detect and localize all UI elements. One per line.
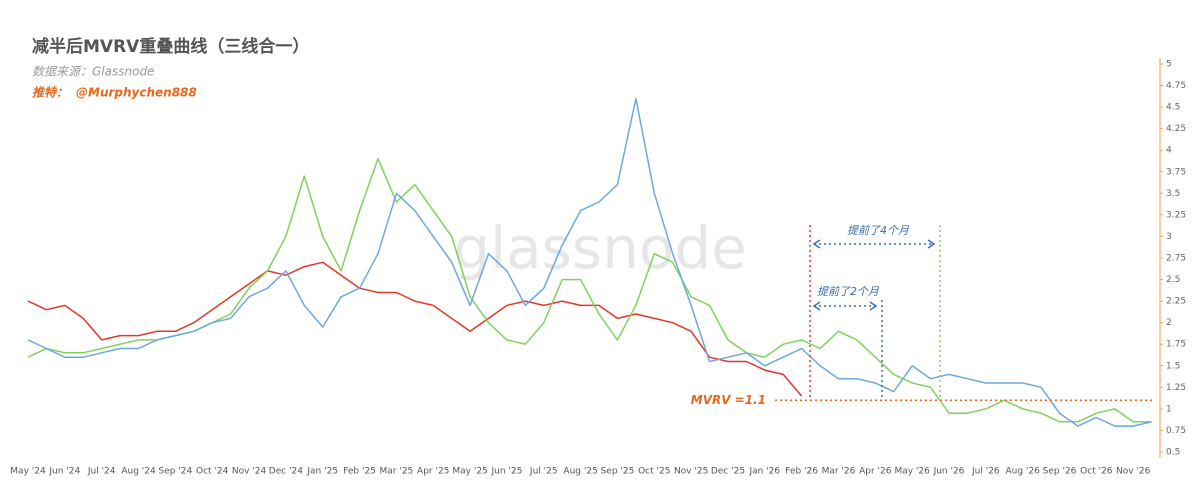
- x-tick-label: Dec '25: [711, 467, 745, 477]
- annotation: 提前了4个月: [847, 224, 910, 237]
- x-tick-label: Nov '24: [232, 467, 267, 477]
- y-tick-label: 5: [1166, 60, 1172, 70]
- x-tick-label: Feb '25: [343, 467, 376, 477]
- chart-title: 减半后MVRV重叠曲线（三线合一）: [32, 36, 309, 57]
- x-tick-label: May '24: [10, 467, 46, 477]
- annotation: 提前了2个月: [817, 285, 880, 298]
- x-tick-label: Nov '25: [674, 467, 708, 477]
- subtitle: 数据来源：Glassnode: [32, 65, 154, 79]
- y-tick-label: 1.25: [1166, 383, 1186, 393]
- y-tick-label: 3.75: [1166, 167, 1186, 177]
- x-tick-label: May '25: [452, 467, 487, 477]
- x-tick-label: Jun '25: [490, 467, 522, 477]
- x-tick-label: May '26: [894, 467, 930, 477]
- x-tick-label: Oct '25: [638, 467, 670, 477]
- x-tick-label: Apr '26: [859, 467, 892, 477]
- x-tick-label: Jun '26: [933, 467, 965, 477]
- y-tick-label: 4: [1166, 146, 1172, 156]
- x-tick-label: Mar '25: [380, 467, 414, 477]
- y-tick-label: 4.5: [1166, 103, 1180, 113]
- series-line: [27, 261, 803, 397]
- x-tick-label: Jul '24: [87, 467, 116, 477]
- twitter-handle: @Murphychen888: [76, 86, 197, 100]
- x-tick-label: Sep '25: [601, 467, 635, 477]
- x-tick-label: Feb '26: [785, 467, 818, 477]
- x-tick-label: Aug '24: [121, 467, 156, 477]
- twitter-label: 推特：: [32, 86, 68, 100]
- x-tick-label: Nov '26: [1116, 467, 1151, 477]
- x-tick-label: Jul '25: [529, 467, 558, 477]
- x-tick-label: Sep '26: [1043, 467, 1077, 477]
- y-tick-label: 2: [1166, 318, 1172, 328]
- y-tick-label: 2.75: [1166, 254, 1186, 264]
- x-tick-label: Jan '25: [306, 467, 338, 477]
- y-tick-label: 0.75: [1166, 426, 1186, 436]
- x-tick-label: Aug '25: [563, 467, 597, 477]
- y-tick-label: 1.5: [1166, 361, 1180, 371]
- y-tick-label: 3: [1166, 232, 1172, 242]
- x-tick-label: Aug '26: [1005, 467, 1040, 477]
- y-tick-label: 4.25: [1166, 124, 1186, 134]
- arrow-head: [812, 239, 936, 249]
- x-tick-label: Sep '24: [158, 467, 192, 477]
- x-tick-label: Oct '26: [1080, 467, 1113, 477]
- y-tick-label: 0.5: [1166, 448, 1180, 458]
- x-tick-label: Jul '26: [971, 467, 1000, 477]
- y-tick-label: 1: [1166, 404, 1172, 414]
- y-tick-label: 2.5: [1166, 275, 1180, 285]
- x-tick-label: Apr '25: [417, 467, 449, 477]
- x-tick-label: Jun '24: [48, 467, 80, 477]
- series-line: [27, 97, 1152, 427]
- x-tick-label: Dec '24: [269, 467, 303, 477]
- plot: [27, 97, 1152, 427]
- y-tick-label: 2.25: [1166, 297, 1186, 307]
- watermark: glassnode: [453, 214, 747, 282]
- x-tick-label: Oct '24: [196, 467, 229, 477]
- x-tick-label: Mar '26: [822, 467, 856, 477]
- y-tick-label: 3.25: [1166, 210, 1186, 220]
- y-tick-label: 3.5: [1166, 189, 1180, 199]
- y-tick-label: 1.75: [1166, 340, 1186, 350]
- y-tick-label: 4.75: [1166, 81, 1186, 91]
- x-tick-label: Jan '26: [748, 467, 780, 477]
- arrow-head: [812, 301, 878, 311]
- reference-label: MVRV =1.1: [691, 393, 766, 407]
